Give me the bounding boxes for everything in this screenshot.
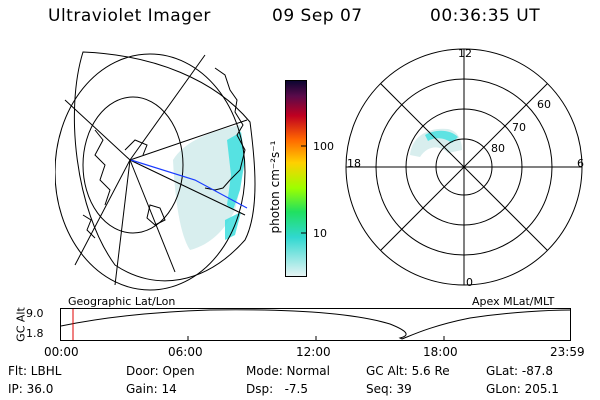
geographic-label: Geographic Lat/Lon — [68, 295, 176, 308]
mlt-label-18: 18 — [347, 157, 361, 170]
satellite-track — [130, 159, 248, 209]
altitude-curve — [60, 309, 572, 340]
coastlines — [82, 67, 246, 239]
time-label: 00:36:35 UT — [430, 6, 541, 26]
polar-plot — [345, 48, 583, 286]
lat-ring — [82, 96, 184, 234]
altitude-xticks — [187, 336, 445, 341]
alt-ytick-9: 9.0 — [26, 307, 44, 320]
date-label: 09 Sep 07 — [272, 6, 363, 26]
info-glon: GLon: 205.1 — [486, 382, 559, 396]
colorbar-tick-10: 10 — [313, 227, 327, 240]
info-filter: Flt: LBHL — [8, 364, 62, 378]
colorbar-fill — [285, 80, 307, 277]
mlt-label-12: 12 — [458, 47, 472, 60]
colorbar-tick-100: 100 — [313, 140, 334, 153]
info-ip: IP: 36.0 — [8, 382, 54, 396]
info-seq: Seq: 39 — [366, 382, 412, 396]
info-glat: GLat: -87.8 — [486, 364, 553, 378]
lat-ring — [55, 53, 246, 291]
colorbar — [285, 80, 307, 277]
lat-label-70: 70 — [512, 121, 526, 134]
info-gain: Gain: 14 — [126, 382, 177, 396]
altitude-frame — [60, 308, 571, 341]
xtick-1800: 18:00 — [423, 345, 458, 359]
xtick-0000: 00:00 — [44, 345, 79, 359]
colorbar-unit-label: photon cm⁻²s⁻¹ — [268, 140, 282, 234]
info-mode: Mode: Normal — [246, 364, 330, 378]
map-boundary — [73, 51, 256, 282]
info-dsp: Dsp: -7.5 — [246, 382, 309, 396]
mlt-label-6: 6 — [577, 157, 584, 170]
info-gc-alt: GC Alt: 5.6 Re — [366, 364, 450, 378]
altitude-plot — [60, 308, 572, 341]
lat-label-80: 80 — [491, 142, 505, 155]
alt-ytick-1.8: 1.8 — [26, 327, 44, 340]
lon-lines — [64, 54, 248, 286]
polar-label: Apex MLat/MLT — [472, 295, 555, 308]
mlt-label-0: 0 — [466, 276, 473, 289]
lat-label-60: 60 — [537, 98, 551, 111]
info-door: Door: Open — [126, 364, 195, 378]
geographic-map — [55, 51, 256, 291]
xtick-0600: 06:00 — [168, 345, 203, 359]
instrument-title: Ultraviolet Imager — [48, 6, 211, 26]
xtick-1200: 12:00 — [296, 345, 331, 359]
polar-aurora-bright — [425, 130, 458, 143]
polar-spokes — [346, 49, 582, 285]
xtick-2359: 23:59 — [550, 345, 585, 359]
